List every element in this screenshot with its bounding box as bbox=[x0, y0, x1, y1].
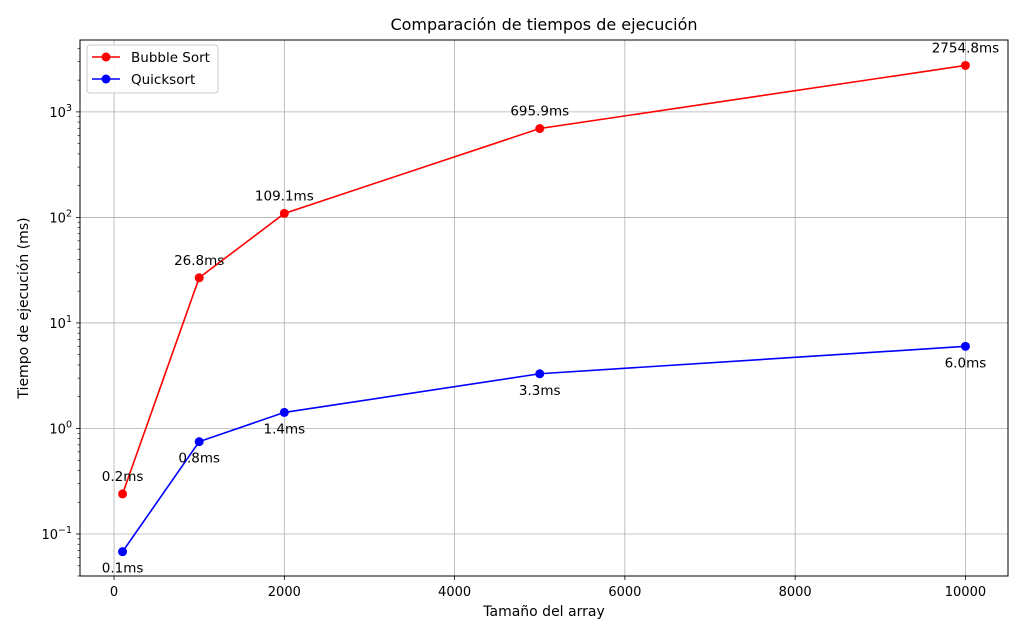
data-label-quicksort: 1.4ms bbox=[264, 421, 306, 437]
data-point-bubble-sort bbox=[279, 208, 289, 218]
data-point-bubble-sort bbox=[960, 60, 970, 70]
data-label-quicksort: 0.1ms bbox=[102, 561, 144, 577]
y-tick-label: 101 bbox=[49, 314, 72, 332]
x-tick-label: 10000 bbox=[945, 585, 986, 600]
data-point-quicksort bbox=[960, 341, 970, 351]
y-tick-label: 100 bbox=[49, 419, 72, 437]
y-tick-label: 103 bbox=[49, 103, 72, 121]
legend-label-quicksort: Quicksort bbox=[131, 72, 195, 88]
y-tick-label: 102 bbox=[49, 208, 72, 226]
y-axis-ticks: 10−1 100 101 102 103 bbox=[41, 103, 80, 543]
x-tick-label: 2000 bbox=[268, 585, 301, 600]
data-point-bubble-sort bbox=[118, 489, 128, 499]
x-axis-title: Tamaño del array bbox=[482, 604, 604, 620]
plot-frame bbox=[79, 39, 1009, 577]
x-tick-label: 0 bbox=[110, 585, 118, 600]
data-point-quicksort bbox=[279, 407, 289, 417]
x-tick-label: 8000 bbox=[779, 585, 812, 600]
data-label-bubble-sort: 2754.8ms bbox=[932, 40, 999, 56]
data-label-bubble-sort: 695.9ms bbox=[510, 104, 569, 120]
plot-area-background bbox=[80, 40, 1008, 576]
data-label-quicksort: 3.3ms bbox=[519, 383, 561, 399]
x-tick-label: 6000 bbox=[608, 585, 641, 600]
data-label-quicksort: 0.8ms bbox=[178, 451, 220, 467]
data-label-quicksort: 6.0ms bbox=[945, 355, 987, 371]
data-label-bubble-sort: 0.2ms bbox=[102, 469, 144, 485]
x-tick-label: 4000 bbox=[438, 585, 471, 600]
data-label-bubble-sort: 26.8ms bbox=[174, 253, 224, 269]
data-point-quicksort bbox=[194, 437, 204, 447]
data-point-bubble-sort bbox=[194, 273, 204, 283]
data-label-bubble-sort: 109.1ms bbox=[255, 188, 314, 204]
y-axis-title: Tiempo de ejecución (ms) bbox=[16, 217, 32, 399]
grid-lines bbox=[80, 40, 1008, 576]
legend-marker-quicksort bbox=[101, 74, 111, 84]
legend: Bubble Sort Quicksort bbox=[86, 44, 219, 94]
data-point-quicksort bbox=[118, 547, 128, 557]
legend-marker-bubble-sort bbox=[101, 52, 111, 62]
x-axis-ticks: 0 2000 4000 6000 8000 10000 bbox=[110, 576, 986, 600]
chart-title: Comparación de tiempos de ejecución bbox=[390, 15, 697, 34]
y-tick-label: 10−1 bbox=[41, 525, 72, 543]
data-point-bubble-sort bbox=[535, 124, 545, 134]
legend-label-bubble-sort: Bubble Sort bbox=[131, 50, 210, 66]
data-point-quicksort bbox=[535, 369, 545, 379]
series-layer: 0.2ms 26.8ms 109.1ms 695.9ms 2754.8ms 0.1ms 0.… bbox=[102, 40, 999, 576]
